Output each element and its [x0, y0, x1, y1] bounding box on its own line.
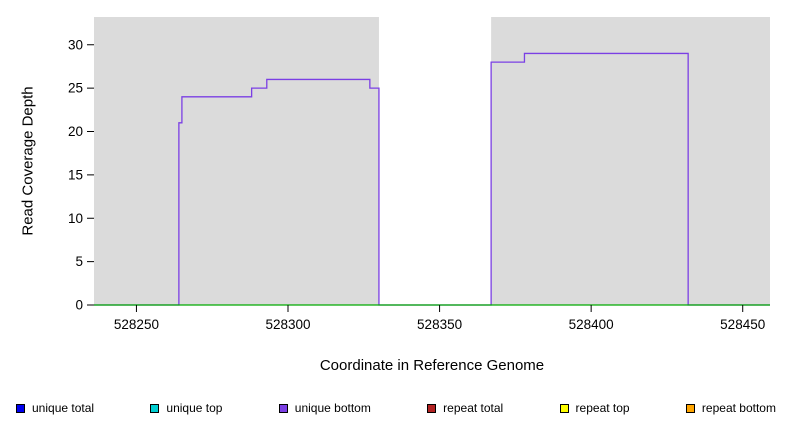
legend-label-unique-top: unique top — [166, 401, 223, 415]
x-tick-label: 528450 — [720, 317, 765, 332]
y-tick-label: 30 — [68, 37, 83, 52]
legend: unique total unique top unique bottom repea… — [0, 401, 792, 415]
y-tick-label: 0 — [75, 298, 83, 313]
legend-swatch-unique-top — [150, 403, 160, 413]
legend-item-repeat-total: repeat total — [427, 401, 503, 415]
legend-swatch-unique-total — [16, 403, 25, 413]
gap-band — [378, 17, 492, 305]
legend-swatch-repeat-top — [559, 403, 569, 413]
legend-label-unique-total: unique total — [32, 401, 95, 415]
y-tick-label: 15 — [68, 167, 83, 182]
series-unique-bottom-coverage — [94, 52, 770, 306]
y-tick-label: 5 — [75, 254, 83, 269]
x-tick-label: 528300 — [265, 317, 310, 332]
legend-swatch-repeat-bottom — [685, 403, 695, 413]
x-tick-label: 528250 — [114, 317, 159, 332]
coverage-chart: 528250 528300 528350 528400 528450 0 5 10 15 20 25… — [68, 17, 770, 332]
legend-label-repeat-bottom: repeat bottom — [701, 401, 776, 415]
legend-swatch-repeat-total — [427, 403, 437, 413]
y-tick-label: 25 — [68, 81, 83, 96]
legend-item-repeat-top: repeat top — [559, 401, 630, 415]
x-tick-label: 528350 — [417, 317, 462, 332]
x-tick-label: 528400 — [569, 317, 614, 332]
legend-item-unique-top: unique top — [150, 401, 222, 415]
legend-item-unique-total: unique total — [16, 401, 94, 415]
legend-item-unique-bottom: unique bottom — [278, 401, 371, 415]
legend-label-unique-bottom: unique bottom — [294, 401, 371, 415]
y-tick-label: 10 — [68, 211, 83, 226]
y-tick-label: 20 — [68, 124, 83, 139]
legend-label-repeat-total: repeat total — [443, 401, 504, 415]
legend-label-repeat-top: repeat top — [575, 401, 630, 415]
legend-swatch-unique-bottom — [278, 403, 288, 413]
legend-item-repeat-bottom: repeat bottom — [685, 401, 776, 415]
x-axis-label: Coordinate in Reference Genome — [319, 357, 545, 374]
